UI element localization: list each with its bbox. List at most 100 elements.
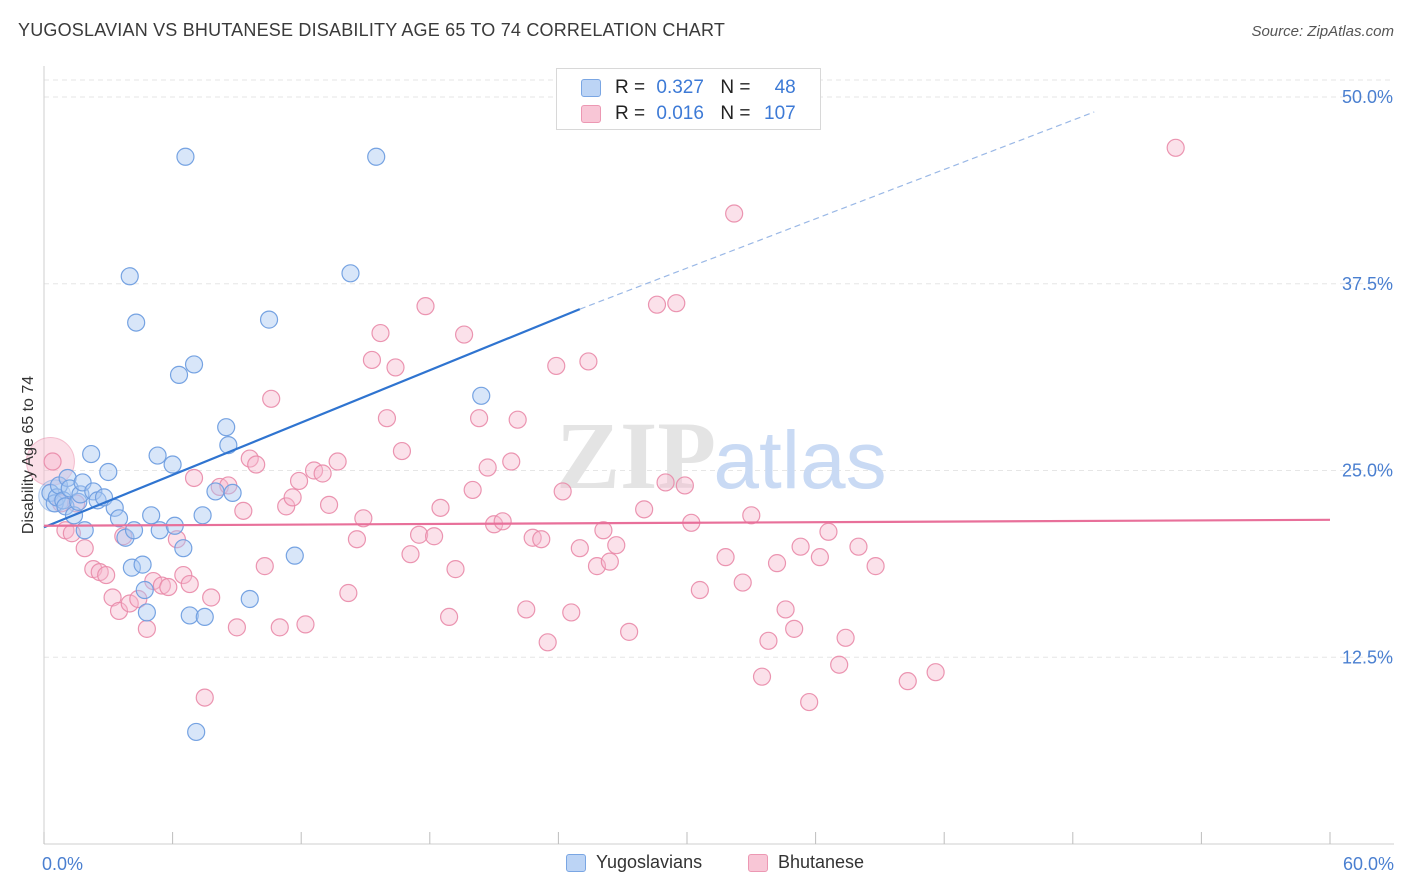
bhutanese-point (43, 452, 62, 471)
legend-r-label: R = (615, 77, 651, 98)
yugoslavian-point (240, 589, 259, 609)
bhutanese-point (401, 545, 420, 564)
bhutanese-point (392, 441, 412, 461)
yugoslavian-point (223, 483, 242, 503)
legend-label-yugoslavians: Yugoslavians (596, 852, 703, 872)
bhutanese-point (849, 537, 868, 556)
bhutanese-point (283, 488, 302, 507)
bhutanese-point (234, 501, 253, 520)
bhutanese-point (180, 574, 199, 594)
bhutanese-point (463, 480, 482, 500)
bhutanese-point (195, 688, 214, 707)
yugoslavian-point (341, 264, 360, 283)
bhutanese-point (716, 548, 735, 567)
bhutanese-point (313, 464, 332, 483)
bhutanese-point (836, 628, 855, 647)
bhutanese-point (532, 530, 551, 549)
bhutanese-point (607, 536, 626, 555)
bhutanese-point (129, 589, 148, 609)
bhutanese-point (296, 615, 315, 634)
bhutanese-point (819, 522, 838, 541)
yugoslavian-point (187, 722, 206, 742)
bhutanese-point (517, 600, 536, 619)
bhutanese-point (431, 498, 450, 517)
chart-source: Source: ZipAtlas.com (1251, 23, 1394, 40)
yugoslavian-point (176, 147, 195, 166)
watermark-zip: ZIP (556, 402, 716, 509)
legend-swatch-pink (581, 105, 601, 123)
bhutanese-point (227, 618, 246, 637)
bhutanese-point (898, 672, 917, 691)
bhutanese-point (667, 294, 686, 313)
legend-item-bhutanese[interactable]: Bhutanese (748, 852, 864, 873)
bhutanese-point (262, 389, 281, 408)
yugoslavian-point (285, 546, 304, 565)
bhutanese-point (508, 410, 527, 429)
bhutanese-point (371, 323, 390, 343)
yugoslavian-point (142, 506, 161, 525)
bhutanese-point (152, 576, 171, 595)
bhutanese-point (785, 619, 804, 638)
bhutanese-point (752, 667, 772, 686)
legend-row-yugoslavians: R = 0.327 N = 48 (581, 76, 796, 100)
y-tick-label: 50.0% (1342, 87, 1393, 107)
bhutanese-point (270, 618, 289, 637)
yugoslavian-point (180, 606, 199, 625)
bhutanese-point (202, 588, 221, 607)
bhutanese-point (690, 580, 709, 600)
legend-r-label: R = (615, 103, 651, 124)
bhutanese-point (120, 594, 139, 613)
bhutanese-point (594, 521, 613, 540)
bhutanese-point (362, 350, 382, 370)
bhutanese-point (635, 500, 654, 519)
bhutanese-point (742, 506, 761, 525)
bhutanese-point (866, 557, 885, 576)
legend-n-label: N = (720, 77, 756, 98)
yugoslavian-point (174, 539, 193, 558)
bhutanese-point (97, 565, 116, 585)
legend-item-yugoslavians[interactable]: Yugoslavians (566, 852, 702, 873)
yugoslavian-point (135, 580, 154, 600)
bhutanese-point (759, 631, 778, 650)
yugoslavian-point (82, 444, 101, 464)
bhutanese-point (159, 577, 178, 597)
legend-swatch-pink (748, 853, 768, 872)
trendline-yugoslavians (43, 308, 581, 529)
y-axis-label: Disability Age 65 to 74 (20, 375, 37, 535)
trendline-yugoslavians-extension (579, 111, 1095, 310)
series-bhutanese (25, 138, 1185, 712)
bhutanese-point (347, 530, 367, 549)
legend-row-bhutanese: R = 0.016 N = 107 (581, 102, 796, 126)
x-tick-label-min: 0.0% (42, 854, 83, 874)
bhutanese-point (184, 468, 204, 488)
y-tick-label: 25.0% (1342, 461, 1393, 481)
series-yugoslavians (38, 147, 491, 742)
bhutanese-point (1166, 138, 1185, 157)
yugoslavian-point (109, 509, 129, 528)
yugoslavian-point (69, 492, 88, 511)
bhutanese-point (454, 325, 474, 344)
legend-label-bhutanese: Bhutanese (778, 852, 865, 872)
chart-title: YUGOSLAVIAN VS BHUTANESE DISABILITY AGE … (18, 20, 726, 40)
legend-n-label: N = (720, 103, 756, 124)
bhutanese-point (767, 554, 787, 573)
bhutanese-point (570, 539, 589, 558)
bhutanese-point (255, 557, 274, 576)
legend-swatch-blue (566, 853, 586, 872)
yugoslavian-point (259, 310, 279, 329)
bhutanese-point (493, 512, 512, 531)
yugoslavian-point (75, 521, 94, 540)
yugoslavian-point (217, 418, 236, 437)
y-tick-label: 12.5% (1342, 647, 1393, 667)
bhutanese-point (469, 409, 489, 428)
yugoslavian-point (122, 558, 141, 577)
legend-n-value: 48 (774, 77, 796, 98)
bhutanese-point (579, 352, 598, 371)
bhutanese-point (289, 471, 309, 491)
trend-lines (43, 111, 1331, 529)
yugoslavian-point (127, 313, 146, 332)
bhutanese-point (354, 509, 373, 528)
bhutanese-point (600, 552, 619, 571)
bhutanese-point (424, 527, 444, 546)
bhutanese-point (377, 409, 397, 428)
